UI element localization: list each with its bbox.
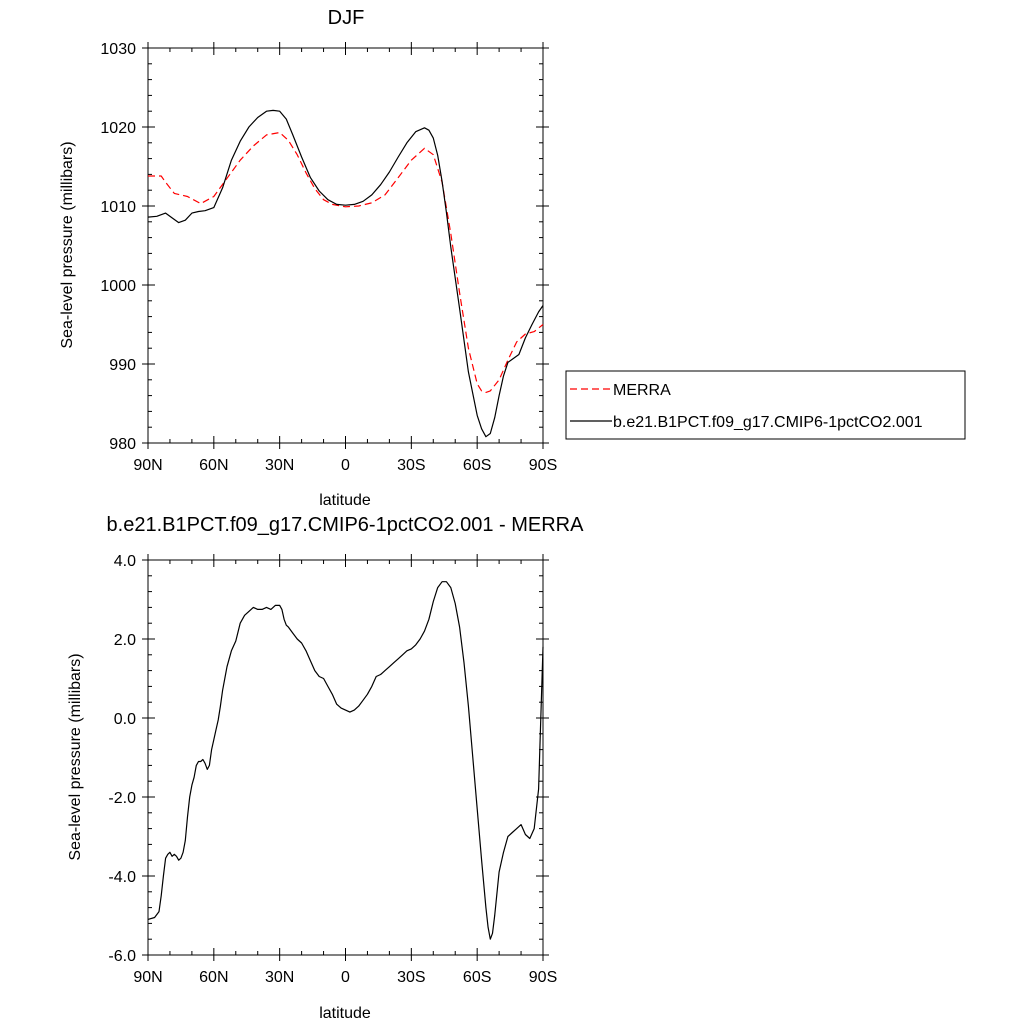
x-tick-label: 60N <box>199 969 228 986</box>
x-tick-label: 90N <box>133 969 162 986</box>
plot-frame-top <box>147 47 544 444</box>
legend-label-model: b.e21.B1PCT.f09_g17.CMIP6-1pctCO2.001 <box>613 414 923 431</box>
legend-box <box>565 370 966 440</box>
x-tick-labels-bottom: 90N 60N 30N 0 30S 60S 90S <box>133 969 557 986</box>
ticks-bottom <box>142 554 549 961</box>
y-tick-label: 4.0 <box>114 553 136 570</box>
y-tick-label: 2.0 <box>114 632 136 649</box>
y-tick-label: 1010 <box>100 199 136 216</box>
legend-label-merra: MERRA <box>613 382 671 399</box>
x-tick-label: 90S <box>529 969 557 986</box>
y-axis-label-bottom: Sea-level pressure (millibars) <box>67 653 84 860</box>
x-tick-label: 0 <box>341 457 350 474</box>
y-tick-label: -6.0 <box>108 948 136 965</box>
plot-frame-bottom <box>147 559 544 956</box>
panel-bottom: b.e21.B1PCT.f09_g17.CMIP6-1pctCO2.001 - … <box>67 514 584 1022</box>
y-tick-label: 1000 <box>100 278 136 295</box>
y-tick-label: -4.0 <box>108 869 136 886</box>
x-tick-label: 30N <box>265 969 294 986</box>
y-tick-label: 980 <box>109 436 136 453</box>
ticks-top <box>142 42 549 449</box>
x-tick-label: 90S <box>529 457 557 474</box>
series-top <box>147 109 544 438</box>
y-tick-label: -2.0 <box>108 790 136 807</box>
series-line-top-0 <box>148 131 544 393</box>
x-tick-label: 60S <box>463 969 491 986</box>
y-tick-labels-top: 980 990 1000 1010 1020 1030 <box>100 41 136 453</box>
chart-title-top: DJF <box>328 7 365 29</box>
x-axis-label-top: latitude <box>319 492 371 509</box>
series-line-bottom-0 <box>147 581 544 940</box>
chart-title-bottom: b.e21.B1PCT.f09_g17.CMIP6-1pctCO2.001 - … <box>107 514 585 536</box>
x-axis-label-bottom: latitude <box>319 1005 371 1022</box>
legend: MERRA b.e21.B1PCT.f09_g17.CMIP6-1pctCO2.… <box>565 370 966 440</box>
y-tick-labels-bottom: -6.0 -4.0 -2.0 0.0 2.0 4.0 <box>108 553 136 965</box>
panel-top: DJF 90N 60N 30N 0 30S 60S 90S 980 990 1000 1010 10… <box>59 7 557 509</box>
x-tick-label: 60N <box>199 457 228 474</box>
y-axis-label-top: Sea-level pressure (millibars) <box>59 141 76 348</box>
y-tick-label: 990 <box>109 357 136 374</box>
x-tick-label: 30S <box>397 457 425 474</box>
y-tick-label: 0.0 <box>114 711 136 728</box>
x-tick-label: 0 <box>341 969 350 986</box>
y-tick-label: 1030 <box>100 41 136 58</box>
x-tick-label: 90N <box>133 457 162 474</box>
x-tick-label: 60S <box>463 457 491 474</box>
x-tick-labels-top: 90N 60N 30N 0 30S 60S 90S <box>133 457 557 474</box>
x-tick-label: 30S <box>397 969 425 986</box>
y-tick-label: 1020 <box>100 120 136 137</box>
series-line-top-1 <box>147 109 544 438</box>
series-bottom <box>147 581 544 940</box>
x-tick-label: 30N <box>265 457 294 474</box>
